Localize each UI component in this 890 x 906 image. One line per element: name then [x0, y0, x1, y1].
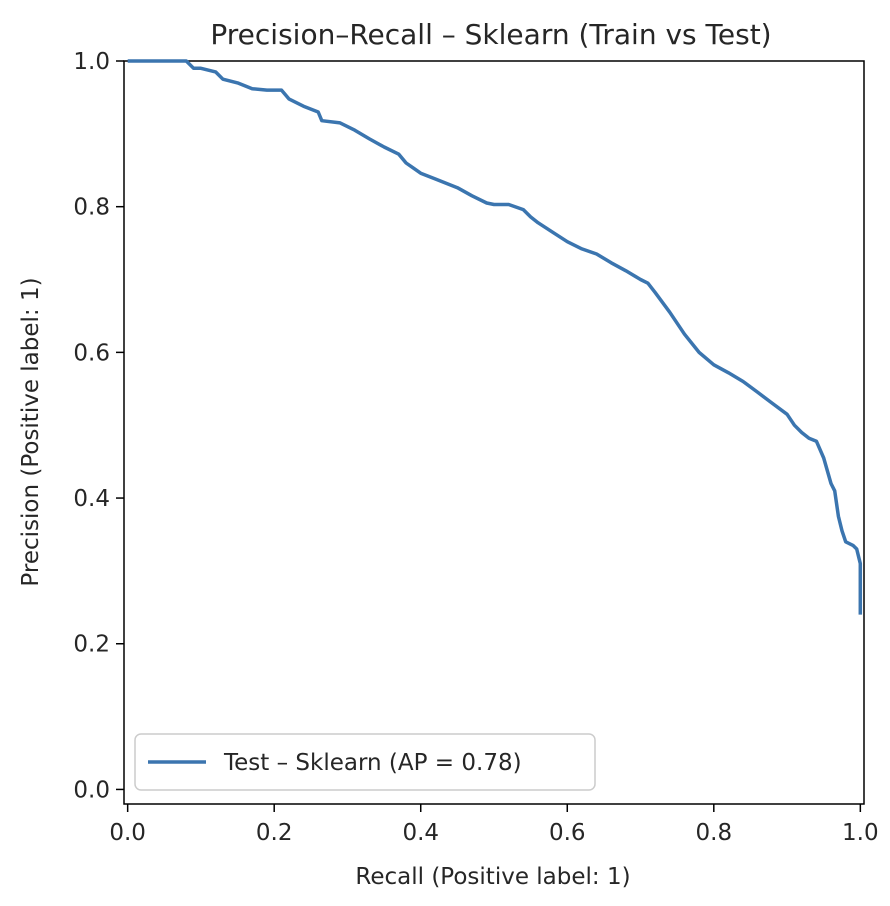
x-tick-label: 0.2: [256, 820, 293, 846]
legend-entry-test-sklearn: Test – Sklearn (AP = 0.78): [223, 750, 522, 776]
y-axis-label: Precision (Positive label: 1): [18, 277, 44, 586]
x-axis: 0.0 0.2 0.4 0.6 0.8 1.0: [109, 804, 879, 846]
y-tick-label: 0.8: [73, 195, 110, 221]
x-axis-label: Recall (Positive label: 1): [355, 864, 630, 890]
legend-box: [134, 733, 596, 791]
y-tick-label: 1.0: [73, 49, 110, 75]
chart-title: Precision–Recall – Sklearn (Train vs Tes…: [210, 18, 771, 51]
y-axis: 0.0 0.2 0.4 0.6 0.8 1.0: [73, 49, 124, 803]
legend: Test – Sklearn (AP = 0.78): [134, 733, 596, 791]
x-tick-label: 0.4: [402, 820, 439, 846]
y-tick-label: 0.6: [73, 340, 110, 366]
x-tick-label: 0.0: [109, 820, 146, 846]
y-tick-label: 0.2: [73, 632, 110, 658]
y-tick-label: 0.4: [73, 486, 110, 512]
x-tick-label: 0.8: [696, 820, 733, 846]
x-tick-label: 1.0: [842, 820, 879, 846]
series-line-test-sklearn: [127, 59, 863, 615]
plot-area: [123, 60, 865, 805]
x-tick-label: 0.6: [549, 820, 586, 846]
y-tick-label: 0.0: [73, 777, 110, 803]
